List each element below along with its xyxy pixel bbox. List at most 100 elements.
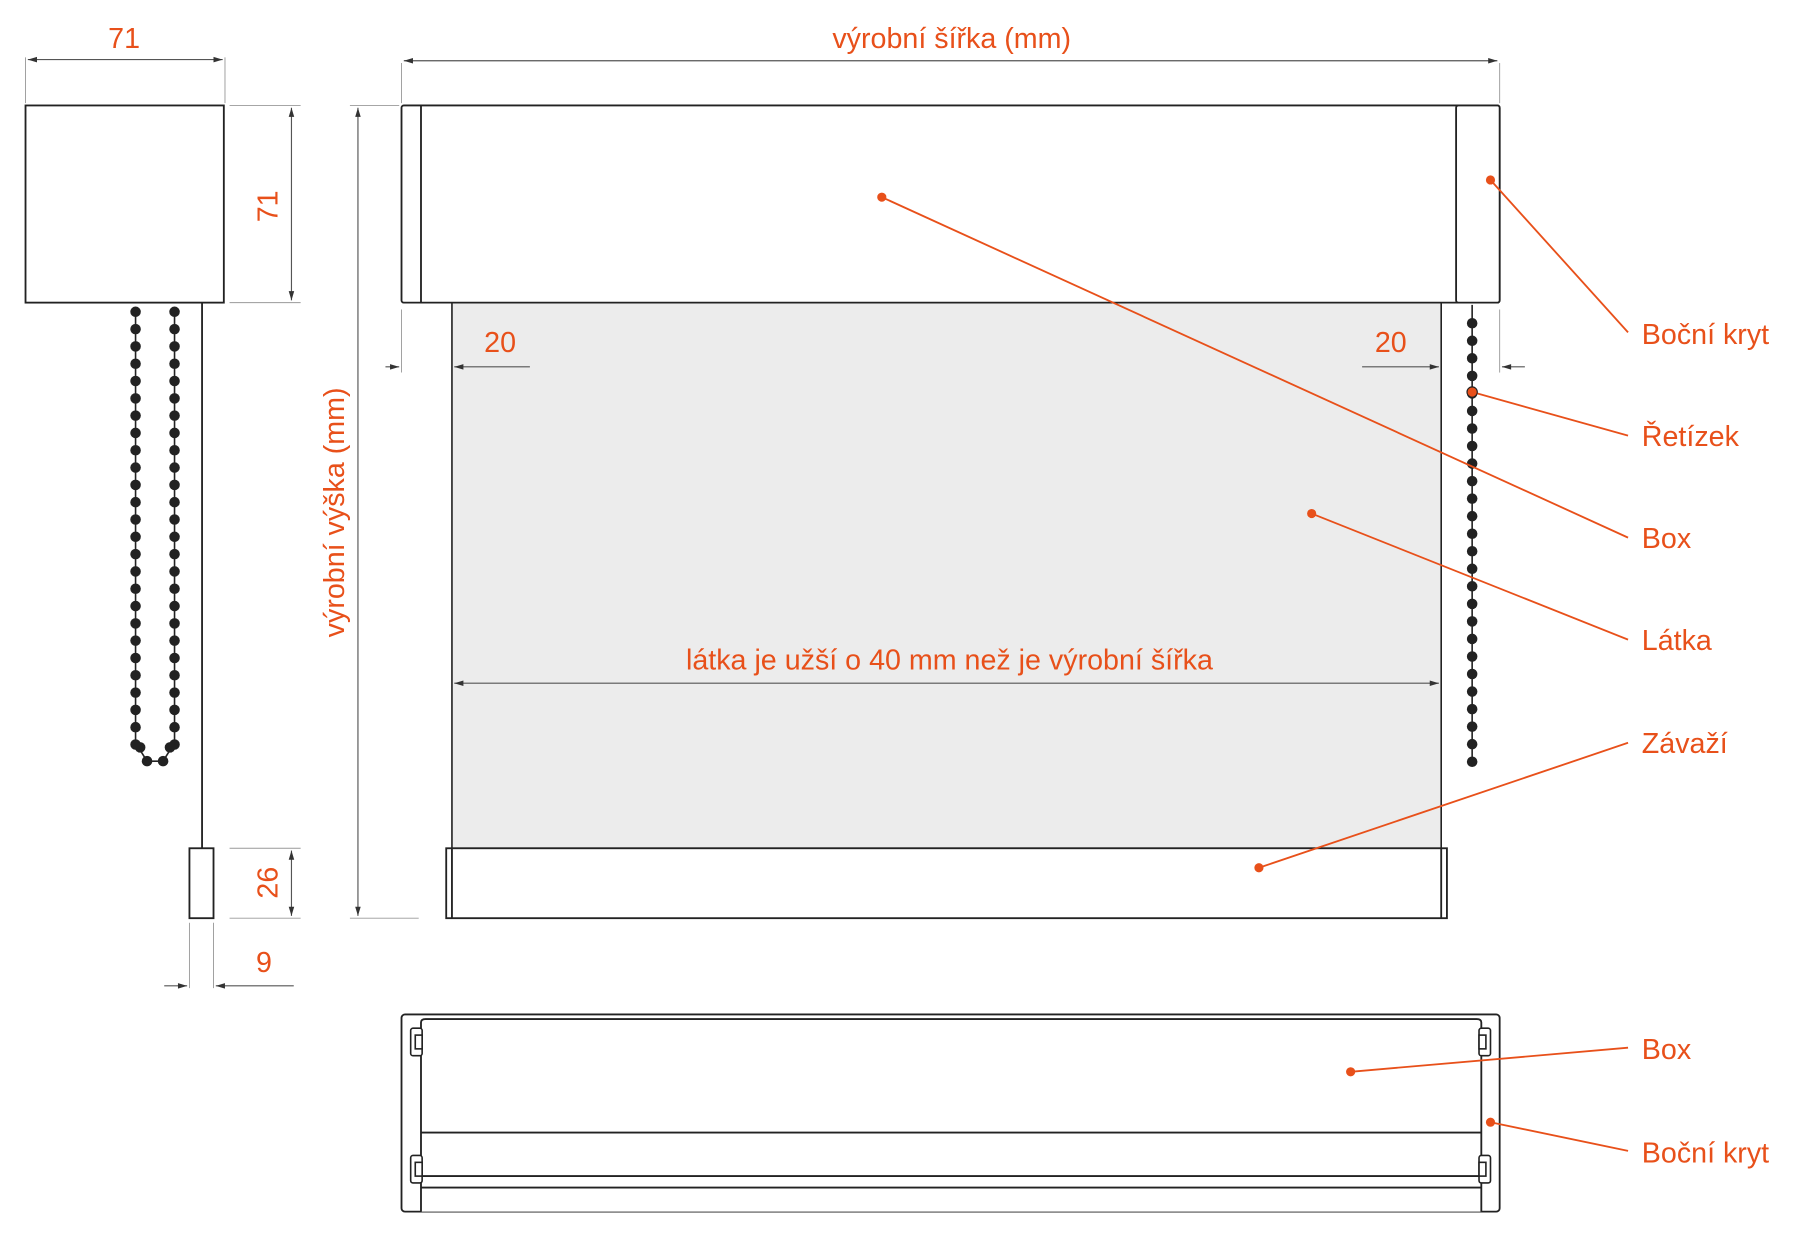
chain-bead <box>130 618 141 629</box>
chain-bead <box>169 358 180 369</box>
box <box>400 104 1501 304</box>
fabric-note: látka je užší o 40 mm než je výrobní šíř… <box>686 644 1213 676</box>
chain-bead <box>130 635 141 646</box>
chain-bead <box>157 755 169 767</box>
chain-bead <box>1466 703 1478 715</box>
callouts: Boční kryt Řetízek Box Látka Závaží Box … <box>877 175 1769 1169</box>
front-view: výrobní šířka (mm) výrobní výška (mm) 20… <box>319 23 1525 920</box>
chain-bead <box>130 583 141 595</box>
chain-bead <box>130 548 141 560</box>
chain-bead <box>1466 686 1478 697</box>
chain-bead <box>1466 545 1478 557</box>
chain-bead <box>169 652 180 664</box>
chain-bead <box>1466 493 1478 504</box>
chain-bead <box>1466 335 1478 347</box>
box-width-label: 71 <box>108 23 140 55</box>
chain-bead <box>1466 616 1478 627</box>
right-offset-label: 20 <box>1375 327 1407 359</box>
chain-bead <box>1466 475 1478 487</box>
chain-bead <box>130 375 141 387</box>
side-chain <box>130 306 180 767</box>
chain-bead <box>169 410 180 421</box>
label-fabric: Látka <box>1642 625 1712 657</box>
chain-bead <box>130 341 141 352</box>
bottom-weight-bar <box>445 847 1448 920</box>
chain-bead <box>169 600 180 612</box>
label-side-cover-bottom: Boční kryt <box>1642 1137 1769 1169</box>
chain-bead <box>169 323 180 335</box>
chain <box>1466 304 1478 767</box>
chain-bead <box>130 444 141 456</box>
chain-bead <box>1466 738 1478 750</box>
label-weight: Závaží <box>1642 728 1728 760</box>
chain-bead <box>130 496 141 508</box>
chain-bead <box>130 479 141 491</box>
chain-bead <box>1466 563 1478 575</box>
chain-bead <box>1466 598 1478 610</box>
chain-bead <box>130 323 141 335</box>
chain-bead <box>169 635 180 646</box>
chain-bead <box>130 652 141 664</box>
chain-bead <box>130 670 141 681</box>
production-height-label: výrobní výška (mm) <box>319 387 351 637</box>
chain-bead <box>169 479 180 491</box>
chain-bead <box>169 704 180 716</box>
chain-bead <box>169 444 180 456</box>
chain-weight <box>188 847 215 920</box>
chain-bead <box>169 427 180 439</box>
chain-bead <box>1466 528 1478 539</box>
chain-bead <box>1466 353 1478 364</box>
chain-bead <box>130 427 141 439</box>
chain-bead <box>141 755 153 767</box>
chain-bead <box>130 410 141 421</box>
side-cover <box>1455 104 1501 304</box>
chain-bead <box>169 341 180 352</box>
side-view: 71 71 26 9 <box>24 23 301 989</box>
chain-bead <box>169 721 180 733</box>
box-height-label: 71 <box>253 190 285 222</box>
chain-bead <box>169 531 180 543</box>
chain-bead <box>1466 581 1478 592</box>
chain-bead <box>169 375 180 387</box>
chain-bead <box>169 514 180 525</box>
chain-bead <box>169 306 180 318</box>
chain-bead <box>130 358 141 369</box>
chain-bead <box>1466 721 1478 732</box>
chain-bead <box>1466 370 1478 382</box>
chain-bead <box>169 583 180 595</box>
chain-bead <box>169 393 180 404</box>
chain-bead <box>130 600 141 612</box>
chain-bead <box>130 721 141 733</box>
chain-bead <box>130 514 141 525</box>
top-view <box>400 1013 1501 1213</box>
chain-bead <box>169 618 180 629</box>
chain-bead <box>1466 668 1478 680</box>
chain-bead <box>1466 317 1478 329</box>
label-chain: Řetízek <box>1642 420 1740 453</box>
chain-bead <box>164 742 176 753</box>
label-box: Box <box>1642 523 1692 555</box>
box-side-profile <box>24 104 225 304</box>
chain-bead <box>169 566 180 577</box>
chain-bead <box>169 670 180 681</box>
chain-bead <box>130 306 141 318</box>
chain-bead <box>130 531 141 543</box>
chain-bead <box>169 548 180 560</box>
label-side-cover: Boční kryt <box>1642 319 1769 351</box>
left-offset-label: 20 <box>484 327 516 359</box>
chain-bead <box>1466 510 1478 522</box>
weight-height-label: 26 <box>253 867 285 899</box>
chain-bead <box>130 687 141 698</box>
chain-bead <box>134 742 146 753</box>
chain-bead <box>169 462 180 473</box>
chain-bead <box>130 566 141 577</box>
chain-bead <box>130 704 141 716</box>
label-box-bottom: Box <box>1642 1034 1692 1066</box>
weight-width-label: 9 <box>256 947 272 979</box>
production-width-label: výrobní šířka (mm) <box>832 23 1071 55</box>
chain-bead <box>130 393 141 404</box>
chain-bead <box>1466 651 1478 662</box>
chain-bead <box>130 462 141 473</box>
chain-bead <box>1466 633 1478 645</box>
